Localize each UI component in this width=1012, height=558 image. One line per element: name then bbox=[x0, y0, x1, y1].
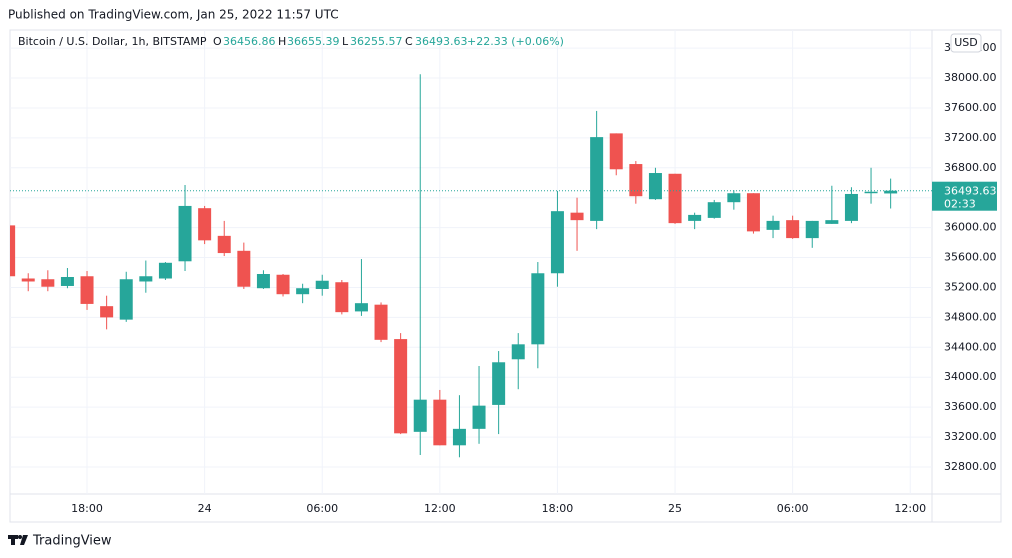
y-tick-label: 34400.00 bbox=[944, 340, 997, 353]
currency-badge[interactable] bbox=[950, 33, 982, 53]
y-tick-label: 37200.00 bbox=[944, 131, 997, 144]
candle-body bbox=[472, 405, 486, 429]
currency-label[interactable]: USD bbox=[954, 36, 978, 49]
y-tick-label: 38000.00 bbox=[944, 71, 997, 84]
candle-body bbox=[335, 282, 349, 313]
y-tick-label: 36000.00 bbox=[944, 221, 997, 234]
ohlc-label: C bbox=[405, 35, 413, 48]
ohlc-label: L bbox=[342, 35, 349, 48]
y-tick-label: 34000.00 bbox=[944, 370, 997, 383]
candle-body bbox=[727, 193, 741, 203]
candle-body bbox=[21, 278, 35, 282]
price-label: 36493.63 bbox=[944, 185, 997, 198]
candle-body bbox=[178, 205, 192, 262]
ohlc-label: O bbox=[213, 35, 222, 48]
candle-body bbox=[119, 279, 133, 320]
change-value: +22.33 (+0.06%) bbox=[467, 35, 564, 48]
candle-body bbox=[374, 304, 388, 340]
y-tick-label: 35600.00 bbox=[944, 251, 997, 264]
brand-name: TradingView bbox=[32, 534, 112, 549]
candle-body bbox=[844, 193, 858, 221]
y-tick-label: 33200.00 bbox=[944, 430, 997, 443]
candle-body bbox=[237, 250, 251, 287]
candle-body bbox=[10, 225, 16, 277]
candle-body bbox=[413, 399, 427, 432]
published-note: Published on TradingView.com, Jan 25, 20… bbox=[8, 8, 339, 22]
ohlc-label: H bbox=[278, 35, 286, 48]
y-tick-label: 35200.00 bbox=[944, 280, 997, 293]
candle-body bbox=[60, 276, 74, 286]
ohlc-value: 36255.57 bbox=[350, 35, 403, 48]
candle-body bbox=[864, 191, 878, 194]
candle-body bbox=[786, 220, 800, 239]
candle-body bbox=[452, 428, 466, 446]
candle-body bbox=[511, 344, 525, 360]
ohlc-value: 36456.86 bbox=[223, 35, 276, 48]
candle-body bbox=[884, 190, 898, 194]
candle-body bbox=[668, 173, 682, 224]
ohlc-value: 36655.39 bbox=[287, 35, 340, 48]
x-tick-label: 25 bbox=[668, 502, 682, 515]
x-tick-label: 18:00 bbox=[71, 502, 103, 515]
candle-body bbox=[354, 303, 368, 312]
chart-title: Bitcoin / U.S. Dollar, 1h, BITSTAMP bbox=[18, 35, 207, 48]
candle-body bbox=[198, 208, 212, 241]
ohlc-value: 36493.63 bbox=[415, 35, 468, 48]
candle-body bbox=[256, 274, 270, 289]
candle-body bbox=[609, 133, 623, 170]
candle-body bbox=[746, 193, 760, 232]
x-tick-label: 12:00 bbox=[424, 502, 456, 515]
y-tick-label: 36800.00 bbox=[944, 161, 997, 174]
candle-body bbox=[394, 339, 408, 434]
y-tick-label: 33600.00 bbox=[944, 400, 997, 413]
candle-body bbox=[570, 212, 584, 221]
x-tick-label: 06:00 bbox=[777, 502, 809, 515]
candle-body bbox=[688, 214, 702, 221]
candle-body bbox=[41, 279, 55, 287]
y-tick-label: 34800.00 bbox=[944, 310, 997, 323]
x-tick-label: 24 bbox=[198, 502, 212, 515]
x-tick-label: 18:00 bbox=[542, 502, 574, 515]
candle-body bbox=[590, 137, 604, 221]
brand-logo bbox=[8, 535, 28, 545]
candle-body bbox=[100, 306, 114, 318]
candle-body bbox=[707, 202, 721, 218]
candle-body bbox=[805, 220, 819, 239]
candle-body bbox=[550, 211, 564, 274]
candle-body bbox=[276, 274, 290, 295]
candle-body bbox=[648, 173, 662, 200]
y-tick-label: 32800.00 bbox=[944, 460, 997, 473]
candle-body bbox=[296, 288, 310, 295]
candle-body bbox=[80, 276, 94, 304]
candle-body bbox=[629, 164, 643, 197]
candle-body bbox=[139, 276, 153, 282]
candle-body bbox=[158, 262, 172, 279]
candle-body bbox=[315, 280, 329, 289]
candle-body bbox=[217, 235, 231, 254]
countdown-label: 02:33 bbox=[944, 198, 976, 211]
candle-body bbox=[766, 220, 780, 230]
candle-body bbox=[825, 220, 839, 224]
price-label-box bbox=[932, 181, 997, 211]
y-tick-label: 37600.00 bbox=[944, 101, 997, 114]
candle-body bbox=[433, 399, 447, 446]
candle-body bbox=[492, 362, 506, 405]
candle-body bbox=[531, 273, 545, 345]
x-tick-label: 12:00 bbox=[894, 502, 926, 515]
x-tick-label: 06:00 bbox=[306, 502, 338, 515]
